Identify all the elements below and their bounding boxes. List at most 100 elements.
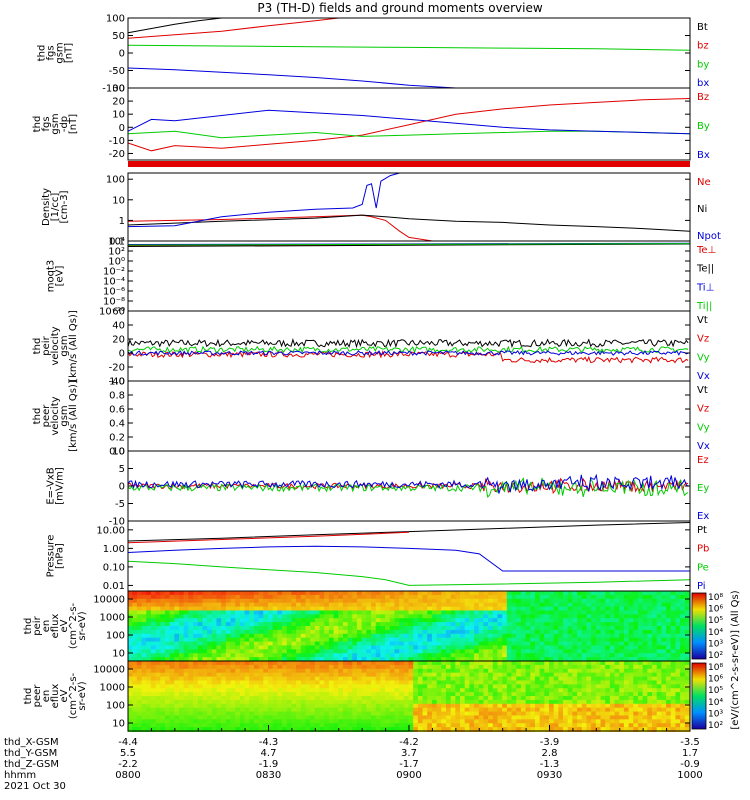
spectrogram-cell [244,719,251,725]
spectrogram-cell [136,614,143,620]
spectrogram-cell [614,657,621,662]
spectrogram-cell [427,591,433,596]
spectrogram-cell [160,727,166,732]
spectrogram-cell [492,703,499,709]
spectrogram-cell [642,610,649,616]
spectrogram-cell [282,672,288,678]
spectrogram-cell [436,645,443,651]
ytick-label: 1000 [100,613,125,624]
spectrogram-cell [530,688,536,694]
spectrogram-cell [441,664,447,670]
ytick-label: 10⁴ [108,237,125,248]
spectrogram-cell [502,719,508,725]
spectrogram-cell [141,672,148,678]
spectrogram-cell [179,626,185,631]
spectrogram-cell [366,676,373,682]
spectrogram-cell [150,629,157,635]
spectrogram-cell [347,664,354,670]
spectrogram-cell [366,696,373,701]
spectrogram-cell [361,668,368,674]
spectrogram-cell [366,668,373,674]
spectrogram-cell [197,719,204,725]
spectrogram-cell [488,649,494,655]
spectrogram-cell [661,703,668,709]
spectrogram-cell [586,676,593,682]
spectrogram-cell [605,657,611,662]
spectrogram-cell [207,633,213,639]
spectrogram-cell [342,703,349,709]
spectrogram-cell [389,696,396,701]
spectrogram-cell [534,629,541,635]
spectrogram-cell [666,723,672,729]
spectrogram-cell [605,610,611,616]
spectrogram-cell [174,622,181,627]
spectrogram-cell [286,645,293,651]
spectrogram-cell [614,715,621,721]
spectrogram-cell [286,626,293,631]
spectrogram-cell [136,618,143,624]
spectrogram-cell [347,703,354,709]
spectrogram-cell [342,696,349,701]
spectrogram-cell [539,703,546,709]
spectrogram-cell [202,618,209,624]
ytick-label: 30 [112,84,125,95]
spectrogram-cell [314,591,321,596]
spectrogram-cell [291,626,298,631]
spectrogram-cell [356,692,363,697]
spectrogram-cell [286,649,293,655]
spectrogram-cell [642,606,649,612]
series-line-te [127,243,691,247]
spectrogram-cell [661,715,668,721]
spectrogram-cell [492,688,499,694]
spectrogram-cell [549,614,555,620]
spectrogram-cell [136,633,143,639]
spectrogram-cell [356,622,363,627]
spectrogram-cell [291,653,298,659]
spectrogram-cell [436,707,443,713]
spectrogram-cell [586,680,593,686]
spectrogram-cell [347,715,354,721]
spectrogram-cell [333,649,340,655]
spectrogram-cell [488,653,494,659]
spectrogram-cell [361,657,368,662]
spectrogram-cell [207,699,213,705]
spectrogram-cell [221,610,227,616]
spectrogram-cell [160,637,166,643]
spectrogram-cell [619,723,625,729]
spectrogram-cell [211,598,218,604]
spectrogram-cell [637,699,644,705]
spectrogram-cell [511,664,518,670]
spectrogram-cell [619,598,625,604]
ylabel-line: eV [59,689,70,702]
spectrogram-cell [600,594,607,600]
spectrogram-cell [666,684,672,690]
spectrogram-cell [520,622,527,627]
spectrogram-cell [230,591,237,596]
spectrogram-cell [633,657,639,662]
spectrogram-cell [221,641,227,647]
spectrogram-cell [268,606,274,612]
spectrogram-cell [146,591,152,596]
spectrogram-cell [356,614,363,620]
spectrogram-cell [539,649,546,655]
spectrogram-cell [525,664,532,670]
spectrogram-cell [188,723,195,729]
spectrogram-cell [544,661,550,666]
spectrogram-cell [530,661,536,666]
spectrogram-cell [455,594,462,600]
spectrogram-cell [586,719,593,725]
spectrogram-cell [132,664,138,670]
spectrogram-cell [581,703,588,709]
legend-label: Vy [697,422,710,433]
spectrogram-cell [525,614,532,620]
spectrogram-cell [492,594,499,600]
spectrogram-cell [488,661,494,666]
spectrogram-cell [539,699,546,705]
spectrogram-cell [155,622,162,627]
spectrogram-cell [193,594,199,600]
spectrogram-cell [572,637,579,643]
spectrogram-cell [464,727,471,732]
spectrogram-cell [136,606,143,612]
spectrogram-cell [516,591,522,596]
